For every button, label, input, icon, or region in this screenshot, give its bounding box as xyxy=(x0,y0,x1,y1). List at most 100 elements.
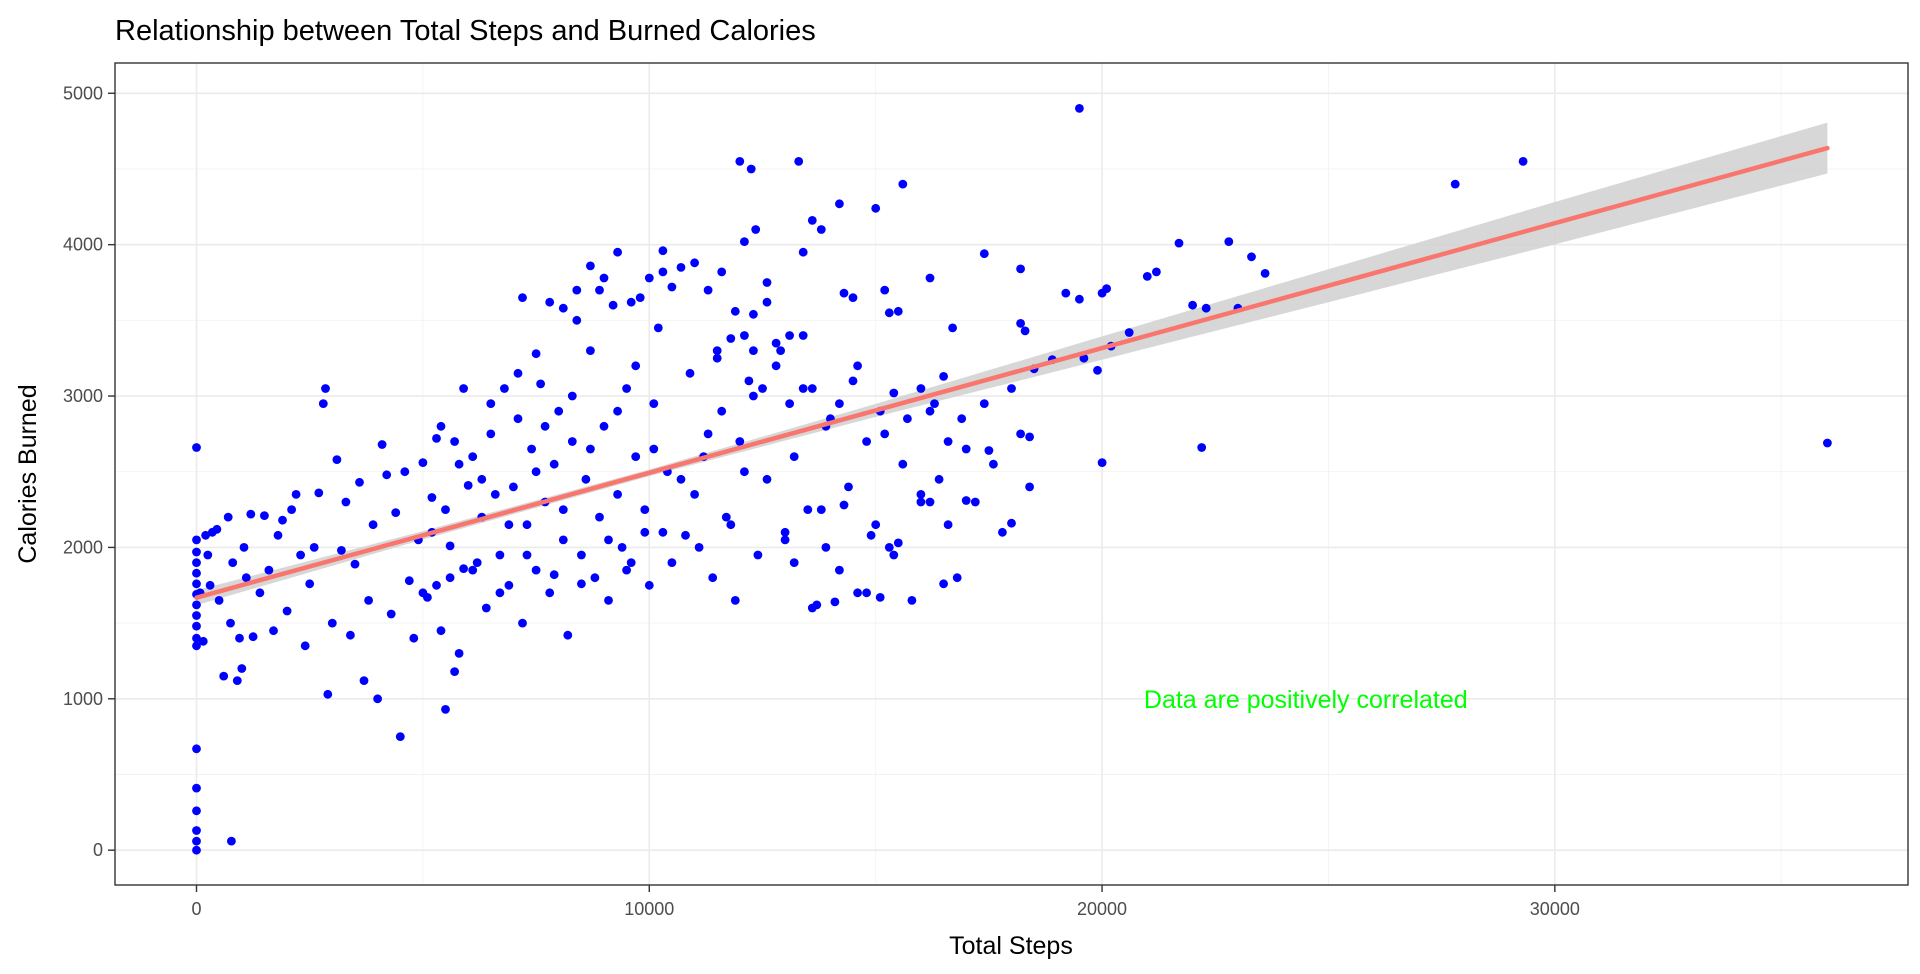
data-point xyxy=(386,609,396,619)
data-point xyxy=(563,630,573,640)
data-point xyxy=(359,676,369,685)
data-point xyxy=(536,379,545,389)
data-point xyxy=(961,496,971,505)
data-point xyxy=(495,588,505,598)
data-point xyxy=(862,437,871,446)
data-point xyxy=(527,444,536,454)
data-point xyxy=(531,467,541,477)
data-point xyxy=(260,511,269,520)
data-point xyxy=(341,497,351,507)
data-point xyxy=(477,474,487,484)
data-point xyxy=(373,694,382,704)
data-point xyxy=(577,579,586,589)
data-point xyxy=(871,203,881,213)
data-point xyxy=(427,493,437,502)
data-point xyxy=(844,482,853,492)
data-point xyxy=(327,618,337,628)
data-point xyxy=(989,459,998,469)
data-point xyxy=(626,558,636,567)
data-point xyxy=(287,505,296,514)
data-point xyxy=(771,338,781,348)
data-point xyxy=(391,508,401,517)
data-point xyxy=(577,550,586,560)
data-point xyxy=(751,225,761,234)
data-point xyxy=(862,588,871,598)
data-point xyxy=(255,588,265,598)
data-point xyxy=(835,199,844,209)
data-point xyxy=(472,558,482,567)
data-point xyxy=(780,535,790,545)
data-point xyxy=(321,384,330,393)
data-point xyxy=(835,565,844,575)
data-point xyxy=(943,437,953,446)
data-point xyxy=(355,477,364,487)
data-point xyxy=(337,546,346,555)
data-point xyxy=(1075,104,1084,113)
data-point xyxy=(282,606,292,616)
data-point xyxy=(893,306,903,316)
data-point xyxy=(192,535,201,545)
data-point xyxy=(513,414,523,424)
axes: 0 10000 20000 30000 0 1000 2000 3000 4000 5000 xyxy=(63,83,1580,919)
data-point xyxy=(871,520,881,530)
data-point xyxy=(676,474,686,484)
data-point xyxy=(198,636,208,646)
data-point xyxy=(821,543,831,552)
data-point xyxy=(717,267,727,277)
data-point xyxy=(934,474,944,484)
data-point xyxy=(445,573,455,583)
data-point xyxy=(835,399,844,408)
data-point xyxy=(604,596,613,605)
data-point xyxy=(1093,365,1102,375)
data-point xyxy=(1197,443,1207,452)
data-point xyxy=(192,641,201,651)
data-point xyxy=(631,361,641,371)
data-point xyxy=(513,368,523,378)
data-point xyxy=(925,406,935,416)
data-point xyxy=(794,157,804,166)
y-tick-label: 3000 xyxy=(63,386,103,406)
data-point xyxy=(567,437,577,446)
data-point xyxy=(214,596,224,605)
data-point xyxy=(853,588,862,598)
data-point xyxy=(522,520,532,530)
data-point xyxy=(943,520,953,530)
data-point xyxy=(223,512,233,522)
data-point xyxy=(504,520,514,530)
data-point xyxy=(717,406,727,416)
data-point xyxy=(540,421,550,431)
data-point xyxy=(581,474,591,484)
data-point xyxy=(916,490,926,499)
data-point xyxy=(522,550,532,560)
data-point xyxy=(789,452,799,461)
data-point xyxy=(744,376,754,386)
grid-lines xyxy=(115,63,1908,885)
data-point xyxy=(952,573,962,583)
data-point xyxy=(232,676,242,685)
data-point xyxy=(409,633,419,643)
data-point xyxy=(676,263,686,272)
y-tick-label: 2000 xyxy=(63,537,103,557)
data-point xyxy=(192,558,201,567)
data-point xyxy=(300,641,310,651)
data-point xyxy=(490,490,500,499)
y-tick-label: 0 xyxy=(93,840,103,860)
data-point xyxy=(735,157,745,166)
data-point xyxy=(758,384,767,393)
x-tick-label: 20000 xyxy=(1077,899,1127,919)
data-point xyxy=(296,550,305,560)
data-point xyxy=(1097,458,1107,467)
data-point xyxy=(459,564,468,573)
data-point xyxy=(875,593,885,602)
data-point xyxy=(613,247,622,257)
data-point xyxy=(644,580,654,590)
data-point xyxy=(518,618,527,628)
data-point xyxy=(712,346,722,355)
data-point xyxy=(323,689,333,699)
data-point xyxy=(740,467,749,477)
data-point xyxy=(201,530,211,540)
data-point xyxy=(626,297,636,307)
data-point xyxy=(395,732,405,741)
